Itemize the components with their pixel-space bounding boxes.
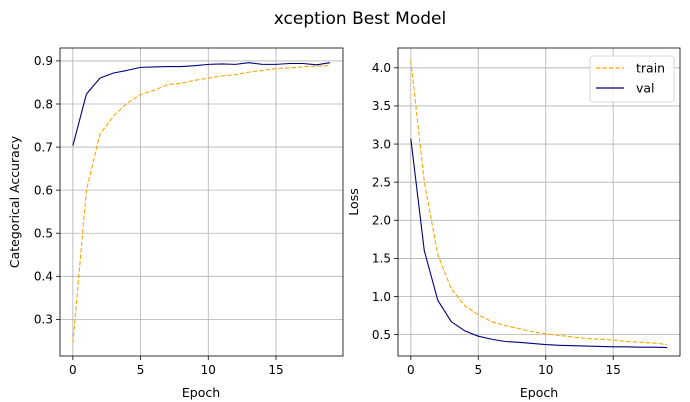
loss-plot-frame: [397, 47, 681, 357]
accuracy-grid: [60, 48, 343, 356]
loss-y-tick-label: 0.5: [372, 328, 391, 342]
loss-x-tick-label: 5: [474, 363, 482, 377]
loss-y-tick-label: 3.0: [372, 137, 391, 151]
loss-x-tick-label: 0: [407, 363, 415, 377]
accuracy-y-tick-label: 0.8: [34, 97, 53, 111]
loss-ticks: 0 5 10 15 0.5 1.0 1.5 2.0 2.5 3.0 3.5 4.0: [372, 61, 621, 377]
accuracy-x-axis-label: Epoch: [182, 385, 220, 400]
loss-y-tick-label: 2.0: [372, 214, 391, 228]
loss-series-group: [410, 60, 668, 349]
accuracy-axes: 0 5 10 15 0.3 0.4 0.5 0.6 0.7 0.8 0.9 Epoch Catego…: [7, 47, 344, 400]
loss-y-tick-label: 1.5: [372, 252, 391, 266]
loss-y-tick-label: 3.5: [372, 99, 391, 113]
loss-val-line: [410, 138, 668, 349]
loss-y-tick-label: 4.0: [372, 61, 391, 75]
accuracy-series-group: [72, 62, 331, 344]
loss-y-tick-label: 2.5: [372, 175, 391, 189]
loss-train-line: [410, 60, 668, 346]
accuracy-y-tick-label: 0.4: [34, 270, 53, 284]
accuracy-train-line: [72, 65, 331, 344]
accuracy-y-tick-label: 0.9: [34, 54, 53, 68]
legend-val-label: val: [636, 81, 655, 96]
loss-x-tick-label: 10: [538, 363, 553, 377]
accuracy-x-tick-label: 10: [201, 363, 216, 377]
loss-axes: 0 5 10 15 0.5 1.0 1.5 2.0 2.5 3.0 3.5 4.0 Epoch Los…: [346, 47, 681, 400]
accuracy-y-tick-label: 0.6: [34, 183, 53, 197]
accuracy-y-axis-label: Categorical Accuracy: [7, 135, 22, 268]
loss-x-axis-label: Epoch: [520, 385, 558, 400]
accuracy-ticks: 0 5 10 15 0.3 0.4 0.5 0.6 0.7 0.8 0.9: [34, 54, 284, 377]
accuracy-x-tick-label: 5: [137, 363, 145, 377]
accuracy-plot-frame: [59, 47, 344, 357]
accuracy-y-tick-label: 0.7: [34, 140, 53, 154]
loss-y-tick-label: 1.0: [372, 290, 391, 304]
accuracy-x-tick-label: 0: [69, 363, 77, 377]
accuracy-x-tick-label: 15: [268, 363, 283, 377]
accuracy-val-line: [72, 62, 331, 146]
legend-train-label: train: [636, 61, 665, 76]
loss-y-axis-label: Loss: [346, 188, 361, 215]
accuracy-y-tick-label: 0.5: [34, 227, 53, 241]
loss-legend: train val: [589, 55, 675, 103]
figure-title: xception Best Model: [274, 9, 446, 29]
accuracy-y-tick-label: 0.3: [34, 313, 53, 327]
loss-x-tick-label: 15: [606, 363, 621, 377]
